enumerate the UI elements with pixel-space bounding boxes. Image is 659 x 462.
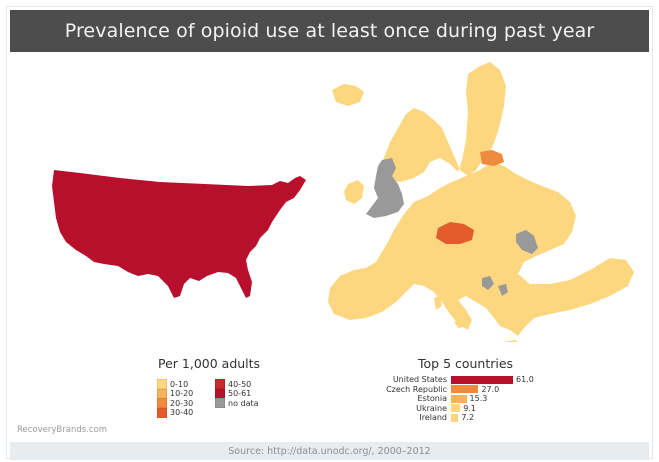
bar-country-label: Estonia: [417, 394, 447, 404]
legend-item: 20-30: [157, 398, 193, 408]
region-estonia: [480, 150, 504, 166]
legend-label: 50-61: [228, 389, 252, 398]
legend-title: Per 1,000 adults: [158, 356, 261, 371]
region-ireland: [344, 180, 364, 204]
bar-value-label: 7.2: [461, 413, 475, 423]
legend-item: 10-20: [157, 388, 194, 399]
title-text: Prevalence of opioid use at least once d…: [64, 20, 595, 42]
legend-swatch: [215, 388, 225, 399]
bar: [451, 385, 479, 394]
map-svg: [52, 62, 634, 342]
bar-row: Czech Republic 27.0: [370, 385, 499, 394]
legend-item: no data: [215, 398, 259, 408]
source-bar: Source: http://data.unodc.org/, 2000–201…: [10, 442, 649, 460]
region-scandinavia: [380, 66, 502, 182]
legend-label: 0-10: [170, 379, 189, 389]
legend-item: 0-10: [157, 379, 188, 389]
choropleth-map: [10, 52, 649, 342]
legend-swatch: [215, 398, 225, 408]
legend-swatch: [157, 398, 167, 408]
legend-swatch: [157, 388, 167, 399]
legend-label: 30-40: [170, 408, 194, 417]
legend-item: 30-40: [157, 407, 194, 418]
bar-value-label: 9.1: [463, 403, 476, 413]
region-balkans-no-data: [482, 276, 494, 290]
legend-swatch: [215, 379, 225, 389]
region-finland: [478, 62, 506, 148]
bar: [451, 375, 513, 384]
region-continental-europe: [328, 162, 634, 336]
top5-title: Top 5 countries: [418, 356, 514, 371]
bar-value-label: 61.0: [516, 375, 534, 384]
region-united-states: [52, 170, 306, 298]
legend-label: 40-50: [228, 379, 252, 389]
bar-row: Estonia 15.3: [370, 394, 488, 404]
region-sicily: [454, 320, 468, 328]
region-crete: [504, 340, 517, 342]
bar-country-label: United States: [392, 375, 447, 384]
region-czech-republic: [436, 222, 474, 244]
bar-row: United States 61.0: [370, 375, 534, 384]
legend-label: 20-30: [170, 398, 194, 408]
legend-swatch: [157, 407, 167, 418]
source-text: Source: http://data.unodc.org/, 2000–201…: [228, 445, 431, 457]
region-iceland: [332, 84, 364, 106]
watermark: RecoveryBrands.com: [17, 425, 108, 435]
legend: 0-10 10-20 20-30 30-40 40-50 50-61 no data: [157, 379, 297, 419]
bar: [451, 394, 467, 403]
legend-label: 10-20: [170, 389, 194, 398]
bar-country-label: Czech Republic: [386, 384, 447, 394]
region-sardinia: [434, 296, 442, 310]
legend-item: 40-50: [215, 379, 251, 389]
region-romania: [516, 230, 538, 254]
bar-row: Ukraine 9.1: [370, 404, 476, 413]
legend-item: 50-61: [215, 388, 252, 399]
region-kosovo-no-data: [498, 284, 508, 296]
legend-label: no data: [228, 398, 259, 408]
bar-value-label: 27.0: [481, 384, 500, 394]
bar-row: Ireland 7.2: [370, 413, 474, 422]
bar-value-label: 15.3: [469, 394, 488, 404]
page-title: Prevalence of opioid use at least once d…: [10, 10, 649, 52]
bar-country-label: Ukraine: [416, 403, 447, 413]
bar: [451, 404, 461, 413]
legend-swatch: [157, 379, 167, 389]
top5-bar-chart: United States 61.0 Czech Republic 27.0 Eston…: [370, 375, 550, 430]
region-united-kingdom: [366, 158, 404, 218]
bar: [451, 413, 459, 422]
bar-country-label: Ireland: [419, 413, 447, 423]
